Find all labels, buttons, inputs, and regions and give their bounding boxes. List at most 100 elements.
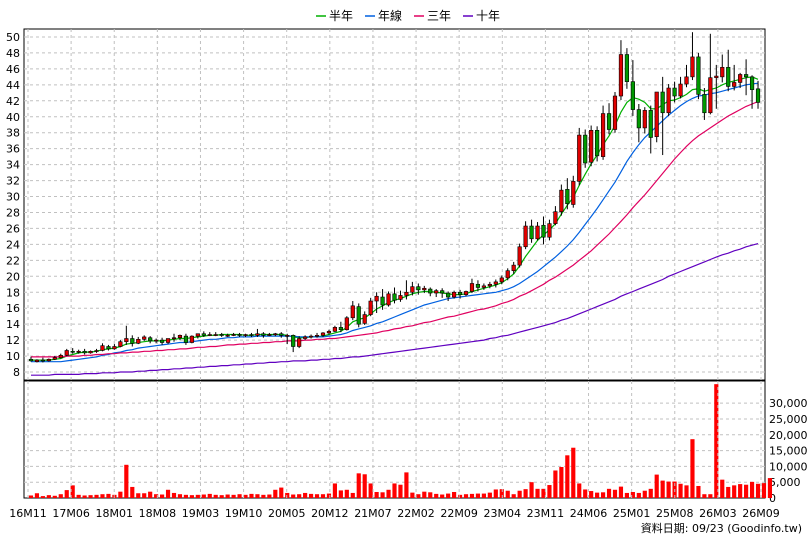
volume-bar: [702, 494, 707, 498]
candle-body: [416, 286, 421, 291]
candle-body: [642, 110, 647, 129]
price-tick-label: 46: [6, 63, 20, 76]
candle-body: [46, 358, 51, 362]
candle-body: [52, 357, 57, 360]
candle-body: [577, 134, 582, 182]
price-tick-label: 14: [6, 318, 20, 331]
volume-bar: [654, 474, 659, 498]
volume-bar: [571, 447, 576, 498]
volume-bar: [428, 492, 433, 498]
x-tick-label: 25M08: [656, 507, 694, 520]
volume-bar: [165, 489, 171, 498]
volume-bar: [118, 491, 123, 498]
candle-body: [76, 350, 81, 353]
volume-bar: [368, 483, 373, 498]
candle-body: [314, 335, 320, 337]
volume-bar: [529, 482, 534, 498]
candle-body: [386, 293, 391, 306]
volume-bar: [714, 384, 719, 498]
candle-body: [410, 286, 415, 293]
volume-bar: [100, 494, 105, 498]
candle-body: [368, 300, 373, 315]
volume-bar: [523, 489, 528, 498]
candle-body: [571, 181, 576, 205]
candle-body: [630, 81, 635, 110]
candle-body: [660, 91, 665, 114]
candle-body: [159, 339, 165, 343]
candle-body: [589, 130, 594, 163]
x-tick-label: 22M09: [440, 507, 478, 520]
candle-body: [529, 225, 534, 240]
candle-body: [350, 305, 355, 319]
volume-bar: [404, 472, 409, 498]
x-tick-label: 23M11: [527, 507, 565, 520]
volume-bar: [34, 493, 40, 498]
legend-label: 十年: [476, 9, 500, 23]
volume-bar: [82, 495, 87, 498]
volume-bar: [124, 464, 129, 498]
candle-body: [255, 333, 260, 336]
candle-body: [273, 333, 278, 336]
candle-body: [690, 56, 695, 78]
volume-bar: [130, 486, 135, 498]
volume-bar: [446, 493, 451, 498]
candle-body: [106, 346, 111, 350]
candle-body: [124, 338, 129, 343]
volume-bar: [744, 484, 749, 498]
volume-bar: [767, 478, 773, 498]
candle-body: [618, 54, 624, 97]
candle-body: [34, 359, 40, 362]
candle-body: [481, 285, 486, 288]
candle-body: [303, 336, 308, 339]
volume-bar: [291, 494, 296, 498]
volume-bar: [88, 495, 93, 498]
volume-bar: [410, 492, 415, 498]
volume-bar: [207, 493, 212, 498]
price-tick-label: 26: [6, 222, 20, 235]
ma-line-3: [31, 101, 759, 358]
volume-bar: [708, 494, 713, 498]
x-tick-label: 22M02: [397, 507, 435, 520]
volume-bar: [475, 493, 481, 498]
candle-body: [440, 290, 445, 294]
volume-bar: [136, 493, 141, 498]
candle-body: [422, 287, 427, 291]
volume-bar: [76, 494, 81, 498]
volume-bar: [416, 494, 421, 498]
candle-body: [678, 83, 683, 97]
volume-bar: [755, 483, 761, 498]
volume-bar: [589, 491, 594, 498]
volume-tick-label: 5,000: [769, 476, 801, 489]
candle-body: [708, 77, 713, 114]
candle-body: [612, 95, 618, 130]
candle-body: [285, 335, 290, 337]
candle-body: [475, 283, 481, 288]
volume-bar: [505, 490, 510, 498]
candle-body: [219, 334, 224, 336]
price-tick-label: 24: [6, 238, 20, 251]
candle-body: [469, 283, 475, 292]
candle-body: [636, 109, 641, 129]
candle-body: [392, 293, 397, 301]
volume-bar: [517, 490, 522, 498]
source-text: 資料日期: 09/23 (Goodinfo.tw): [641, 521, 802, 535]
volume-bar: [177, 494, 183, 498]
candle-body: [225, 335, 230, 337]
legend-label: 三年: [427, 9, 451, 23]
volume-bar: [440, 494, 445, 498]
volume-bar: [171, 492, 177, 498]
price-tick-label: 48: [6, 47, 20, 60]
candle-body: [237, 334, 242, 336]
volume-tick-label: 15,000: [769, 445, 808, 458]
volume-bar: [148, 491, 153, 498]
volume-bar: [642, 490, 647, 498]
volume-bar: [422, 491, 427, 498]
price-tick-label: 38: [6, 127, 20, 140]
volume-bar: [58, 494, 63, 498]
candle-body: [148, 337, 153, 342]
volume-bar: [374, 491, 379, 498]
volume-bar: [338, 490, 343, 498]
candle-body: [243, 334, 248, 336]
candle-body: [326, 331, 332, 334]
candle-body: [547, 223, 552, 238]
